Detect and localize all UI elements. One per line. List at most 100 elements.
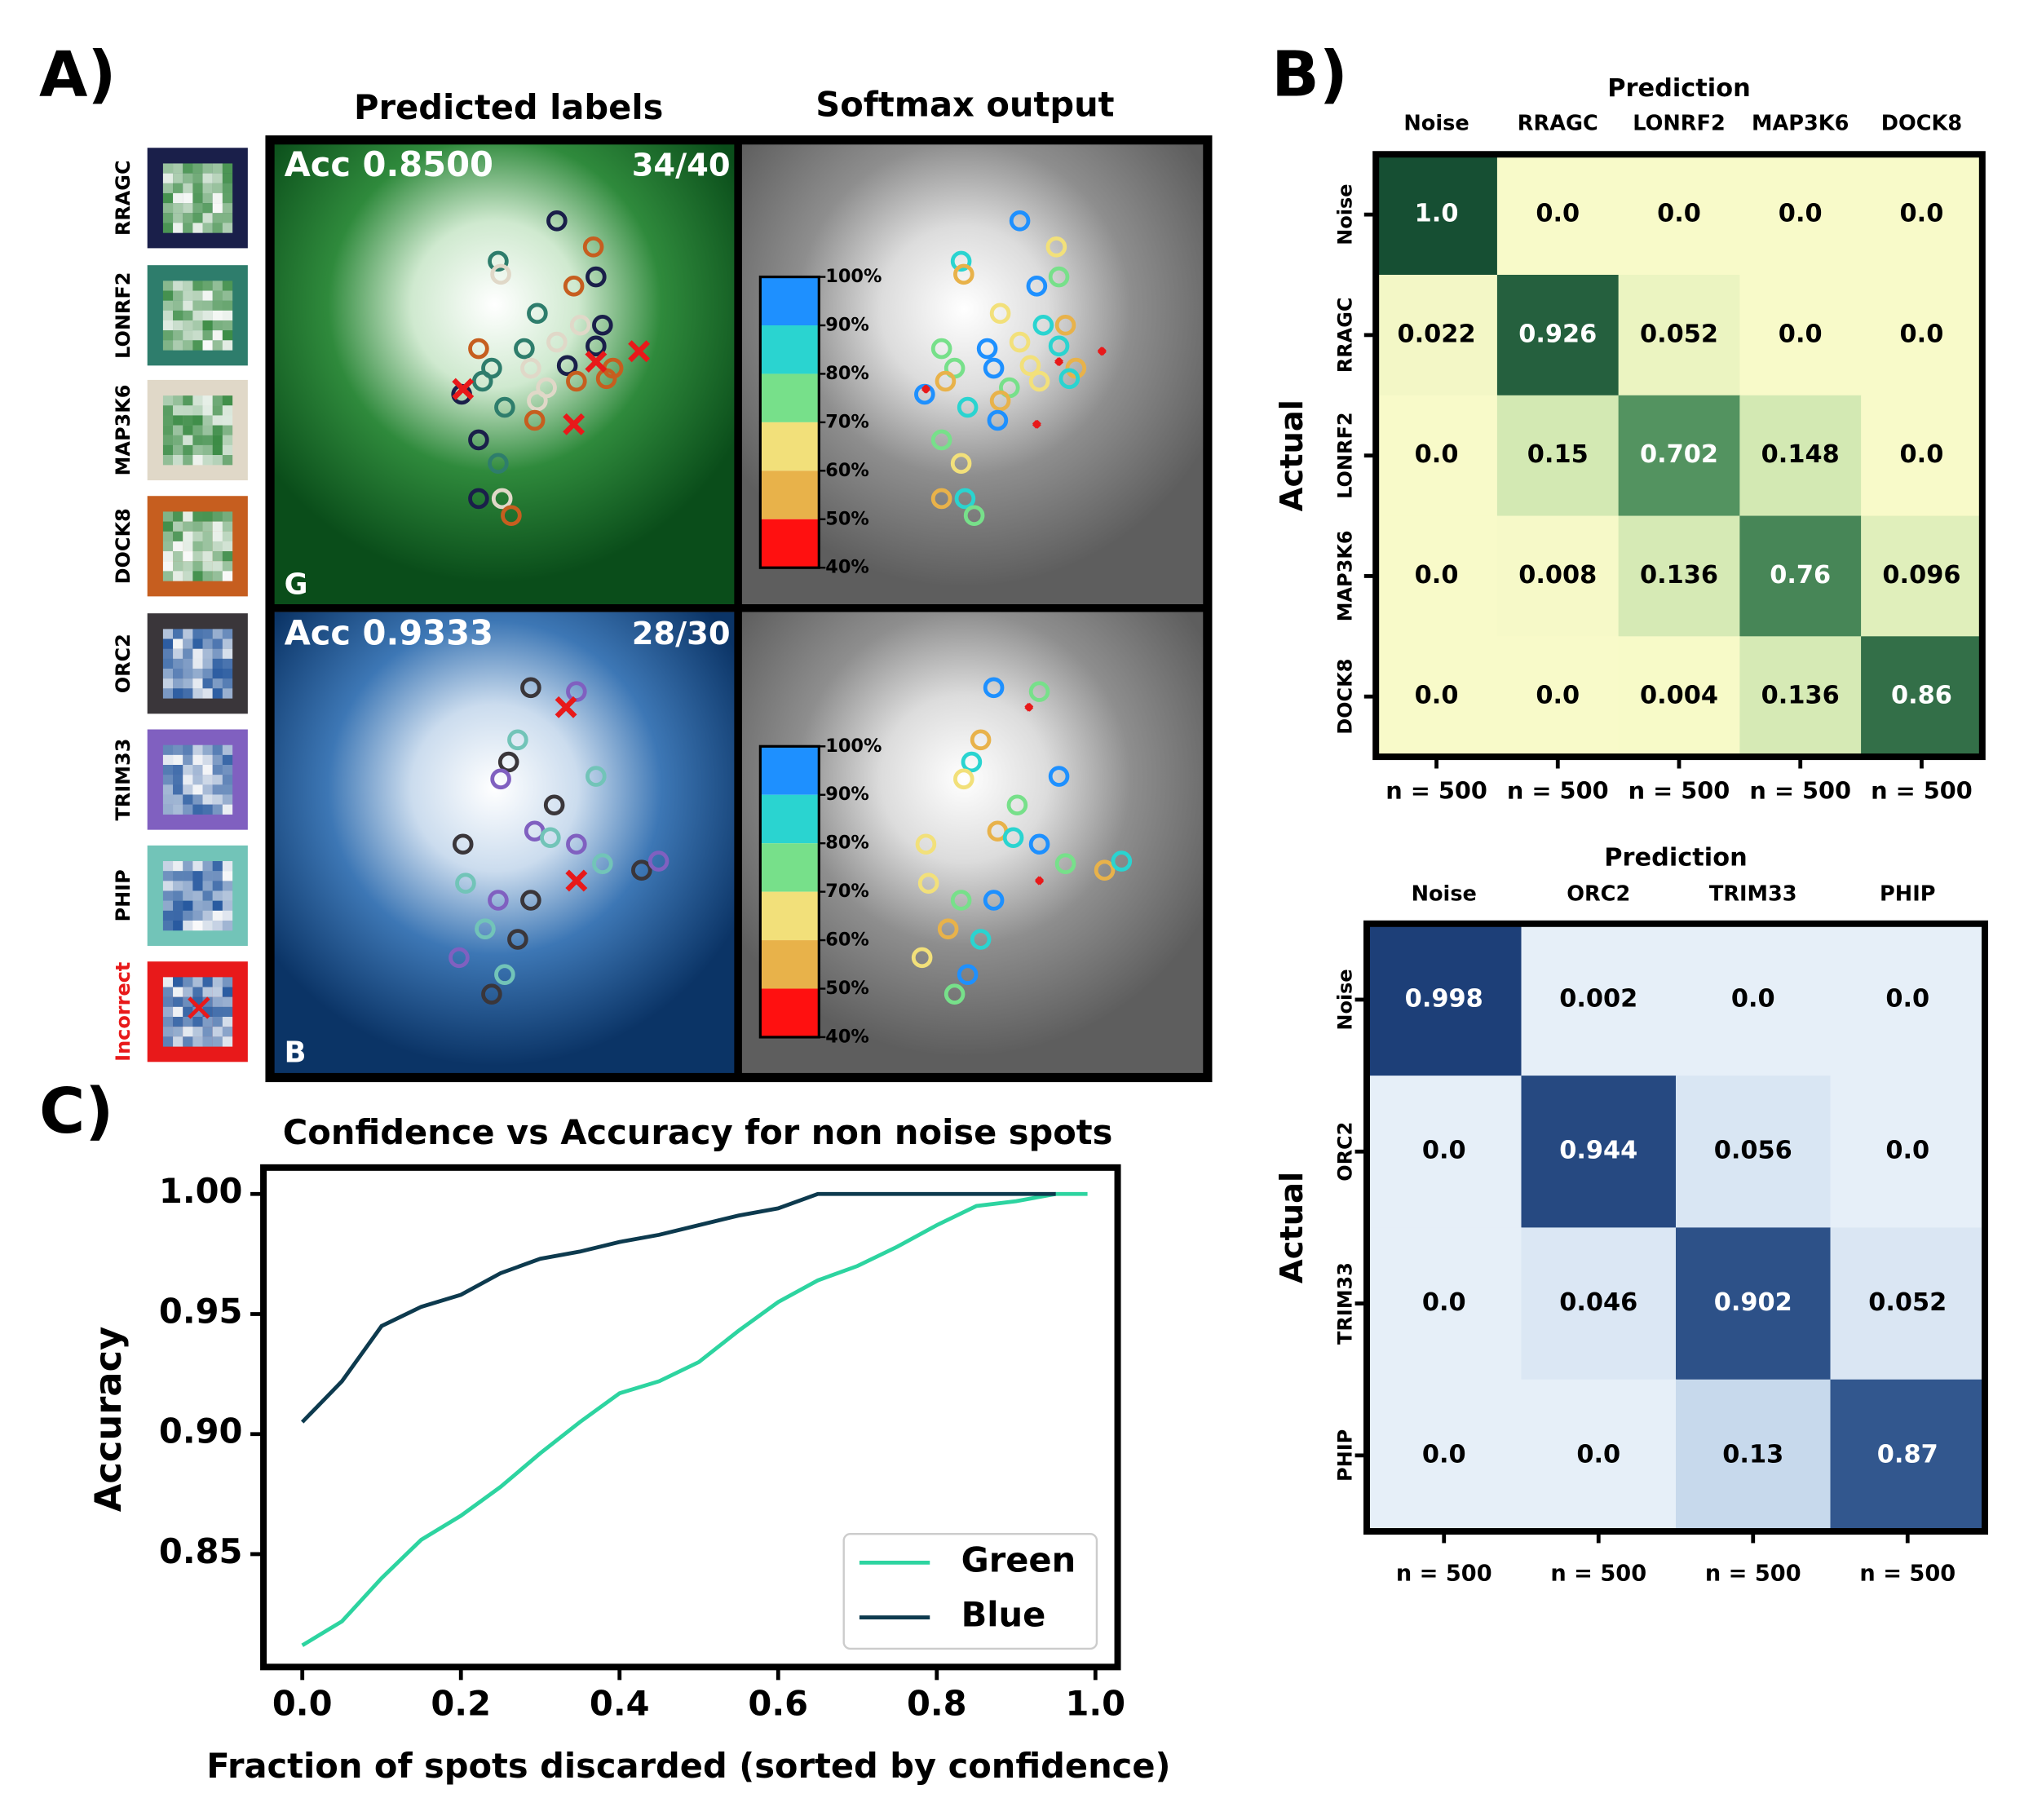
spot-pixel bbox=[192, 629, 203, 639]
spot-pixel bbox=[183, 330, 193, 341]
spot-pixel bbox=[222, 688, 233, 699]
spot-pixel bbox=[192, 900, 203, 911]
spot-pixel bbox=[173, 638, 183, 649]
spot-pixel bbox=[202, 765, 213, 775]
spot-pixel bbox=[192, 213, 203, 223]
spot-pixel bbox=[162, 881, 174, 891]
spot-marker bbox=[569, 314, 591, 336]
spot-pixel bbox=[173, 804, 183, 815]
spot-pixel bbox=[162, 744, 174, 756]
spot-pixel bbox=[212, 1006, 223, 1018]
cell-label: 1.0 bbox=[1415, 200, 1459, 228]
error-mark bbox=[1054, 357, 1064, 366]
spot-pixel bbox=[202, 531, 213, 542]
spot-pixel bbox=[202, 744, 213, 756]
spot-pixel bbox=[202, 541, 213, 552]
spot-pixel bbox=[202, 658, 213, 669]
series-line bbox=[301, 1191, 1088, 1647]
spot-pixel bbox=[192, 920, 203, 931]
heatmap-cell bbox=[1521, 923, 1677, 1076]
column-label: DOCK8 bbox=[1881, 111, 1962, 135]
heatmap-cell bbox=[1496, 395, 1620, 517]
heatmap-cell bbox=[1830, 923, 1986, 1076]
spot-marker bbox=[937, 918, 959, 939]
spot-pixel bbox=[173, 213, 183, 223]
spot-pixel bbox=[212, 173, 223, 183]
spot-pixel bbox=[183, 511, 193, 522]
heatmap-cell bbox=[1366, 1379, 1522, 1532]
column-label: PHIP bbox=[1880, 882, 1935, 907]
heatmap-cell bbox=[1521, 1227, 1677, 1380]
spot-pixel bbox=[173, 688, 183, 699]
heatmap-cell bbox=[1618, 515, 1741, 638]
spot-pixel bbox=[212, 977, 223, 987]
row-label: TRIM33 bbox=[1333, 1262, 1356, 1345]
spot-marker bbox=[963, 505, 985, 527]
row-label: PHIP bbox=[1333, 1429, 1356, 1482]
spot-pixel bbox=[173, 395, 183, 406]
spot-pixel bbox=[222, 415, 233, 426]
spot-marker bbox=[556, 355, 578, 377]
spot-pixel bbox=[173, 455, 183, 466]
spot-pixel bbox=[173, 173, 183, 183]
spot-pixel bbox=[192, 1027, 203, 1037]
spot-pixel bbox=[222, 754, 233, 766]
y-tick-label: 1.00 bbox=[159, 1171, 243, 1211]
accuracy-label: Acc 0.9333 bbox=[285, 612, 493, 652]
spot-marker bbox=[494, 964, 515, 985]
spot-pixel bbox=[202, 668, 213, 679]
colorbar-tick-label: 70% bbox=[825, 411, 869, 432]
spot-pixel bbox=[162, 648, 174, 659]
spot-marker bbox=[1032, 314, 1054, 336]
spot-pixel bbox=[202, 638, 213, 649]
spot-pixel bbox=[173, 531, 183, 542]
cell-label: 0.0 bbox=[1536, 682, 1580, 710]
plot-frame bbox=[260, 1164, 1121, 1671]
spot-pixel bbox=[212, 192, 223, 204]
spot-pixel bbox=[192, 300, 203, 311]
panel-label: C) bbox=[39, 1076, 113, 1148]
spot-pixel bbox=[173, 754, 183, 766]
spot-pixel bbox=[222, 435, 233, 446]
spot-marker bbox=[1094, 859, 1116, 881]
spot-pixel bbox=[222, 173, 233, 183]
cell-label: 0.0 bbox=[1422, 1288, 1466, 1317]
spot-pixel bbox=[192, 561, 203, 572]
spot-pixel bbox=[162, 1027, 174, 1037]
spot-pixel bbox=[173, 1006, 183, 1018]
spot-pixel bbox=[183, 754, 193, 766]
heatmap-cell bbox=[1676, 1227, 1832, 1380]
spot-pixel bbox=[192, 415, 203, 426]
cell-label: 0.096 bbox=[1882, 561, 1960, 590]
spot-pixel bbox=[162, 163, 174, 174]
row-label: DOCK8 bbox=[1333, 659, 1356, 735]
spot-pixel bbox=[222, 320, 233, 331]
spot-pixel bbox=[222, 890, 233, 901]
spot-pixel bbox=[212, 320, 223, 331]
spot-pixel bbox=[173, 561, 183, 572]
spot-pixel bbox=[162, 531, 174, 542]
spot-pixel bbox=[212, 290, 223, 301]
spot-pixel bbox=[222, 1006, 233, 1018]
spot-pixel bbox=[202, 678, 213, 689]
y-axis-label: Accuracy bbox=[86, 1327, 130, 1513]
spot-pixel bbox=[192, 435, 203, 446]
spot-marker bbox=[944, 983, 966, 1005]
spot-pixel bbox=[162, 551, 174, 562]
x-tick-label: 1.0 bbox=[1065, 1683, 1125, 1723]
spot-pixel bbox=[212, 435, 223, 446]
spot-pixel bbox=[183, 1027, 193, 1037]
spot-pixel bbox=[173, 629, 183, 639]
legend-label: Blue bbox=[961, 1595, 1046, 1635]
spot-pixel bbox=[192, 804, 203, 815]
column-label: TRIM33 bbox=[1709, 882, 1797, 907]
column-label: Noise bbox=[1403, 111, 1469, 135]
heatmap-cell bbox=[1739, 636, 1862, 758]
cell-label: 0.13 bbox=[1722, 1440, 1783, 1469]
spot-pixel bbox=[222, 444, 233, 456]
x-tick-label: 0.6 bbox=[748, 1683, 808, 1723]
spot-pixel bbox=[162, 775, 174, 785]
spot-marker bbox=[501, 505, 522, 527]
class-label: PHIP bbox=[112, 869, 135, 921]
